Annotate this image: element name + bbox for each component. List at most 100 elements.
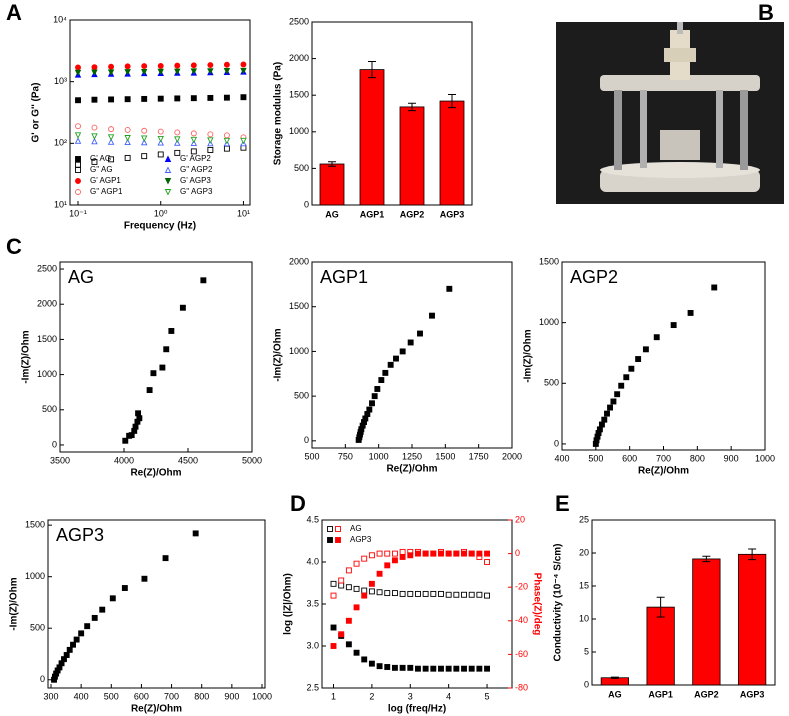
data-point bbox=[207, 147, 214, 153]
data-point bbox=[642, 346, 649, 353]
data-point bbox=[91, 96, 98, 103]
y-axis-label: -Im(Z)/Ohm bbox=[9, 577, 20, 630]
x-tick-label: 4500 bbox=[178, 455, 198, 465]
x-tick-label: 10⁰ bbox=[154, 208, 168, 218]
x-tick-label: 700 bbox=[656, 453, 671, 463]
x-tick-label: 1000 bbox=[755, 453, 775, 463]
data-point bbox=[422, 665, 429, 672]
data-point bbox=[136, 415, 143, 422]
data-point bbox=[108, 156, 115, 163]
data-point bbox=[368, 580, 375, 587]
data-point bbox=[345, 641, 352, 648]
device-photo bbox=[556, 22, 784, 204]
x-tick-label: 900 bbox=[724, 453, 739, 463]
data-point bbox=[174, 136, 181, 143]
plot-frame bbox=[311, 21, 473, 206]
error-bar bbox=[702, 555, 711, 563]
data-point bbox=[384, 550, 391, 557]
data-point bbox=[374, 386, 381, 392]
y-tick-label: 1500 bbox=[539, 256, 559, 266]
y-tick-label: 5 bbox=[584, 646, 589, 656]
data-point bbox=[614, 391, 621, 398]
x-tick-label: 500 bbox=[104, 691, 119, 701]
data-point bbox=[157, 62, 164, 69]
legend-marker bbox=[164, 178, 172, 185]
data-point bbox=[610, 398, 617, 405]
y-tick-label: 15 bbox=[579, 580, 589, 590]
data-point bbox=[453, 665, 460, 672]
error-bar bbox=[610, 676, 619, 679]
data-point bbox=[345, 567, 352, 574]
data-point bbox=[124, 69, 131, 76]
data-point bbox=[422, 550, 429, 557]
y-axis-label: -Im(Z)/Ohm bbox=[523, 329, 534, 382]
data-point bbox=[190, 148, 197, 155]
data-point bbox=[174, 62, 181, 69]
x-tick-label: AG bbox=[608, 689, 622, 699]
data-point bbox=[108, 63, 115, 70]
y-tick-label: 500 bbox=[42, 404, 57, 414]
bar bbox=[646, 606, 675, 686]
data-point bbox=[353, 560, 360, 567]
data-point bbox=[174, 129, 181, 136]
x-axis-label: Frequency (Hz) bbox=[124, 221, 196, 232]
y-tick-label: 2.5 bbox=[306, 682, 319, 692]
data-point bbox=[157, 139, 164, 146]
data-point bbox=[361, 592, 368, 599]
y-tick-label: 2000 bbox=[289, 256, 309, 266]
legend-marker bbox=[327, 526, 333, 532]
data-point bbox=[157, 128, 164, 135]
y2-tick-label: -40 bbox=[515, 615, 528, 625]
x-tick-label: 4 bbox=[446, 691, 451, 701]
x-tick-label: 2 bbox=[369, 691, 374, 701]
data-point bbox=[461, 550, 467, 557]
y-tick-label: 500 bbox=[544, 378, 559, 388]
data-point bbox=[391, 550, 398, 557]
y-tick-label: 0 bbox=[52, 439, 57, 449]
data-point bbox=[107, 138, 115, 145]
y-tick-label: 10³ bbox=[54, 76, 67, 86]
data-point bbox=[417, 330, 423, 337]
data-point bbox=[223, 137, 231, 145]
y-tick-label: 10² bbox=[54, 138, 67, 148]
x-tick-label: 700 bbox=[164, 691, 179, 701]
data-point bbox=[446, 285, 453, 292]
x-tick-label: AGP1 bbox=[648, 689, 673, 699]
data-point bbox=[468, 550, 475, 557]
legend-label: G'' AGP2 bbox=[180, 165, 213, 174]
data-point bbox=[109, 595, 116, 602]
legend-marker bbox=[335, 526, 341, 532]
y-tick-label: 1500 bbox=[25, 520, 45, 530]
y-tick-label: 0 bbox=[304, 435, 309, 445]
y-axis-label: G' or G'' (Pa) bbox=[31, 83, 42, 143]
legend-marker bbox=[75, 156, 81, 162]
data-point bbox=[207, 131, 214, 138]
data-point bbox=[190, 68, 198, 75]
data-point bbox=[141, 127, 148, 134]
data-point bbox=[91, 64, 98, 71]
y-tick-label: 3.5 bbox=[306, 598, 319, 608]
data-point bbox=[91, 158, 98, 165]
data-point bbox=[223, 132, 230, 139]
data-point bbox=[361, 555, 368, 562]
data-point bbox=[415, 550, 421, 557]
data-point bbox=[628, 365, 635, 372]
data-point bbox=[66, 646, 73, 653]
panel-label: B bbox=[758, 0, 774, 25]
legend-marker bbox=[164, 166, 172, 173]
data-point bbox=[368, 552, 375, 559]
data-point bbox=[174, 149, 181, 156]
panel-label: C bbox=[6, 234, 22, 259]
x-tick-label: 800 bbox=[194, 691, 209, 701]
data-point bbox=[604, 410, 610, 417]
error-bar bbox=[408, 102, 416, 112]
data-point bbox=[240, 94, 247, 101]
x-tick-label: 300 bbox=[43, 691, 58, 701]
data-point bbox=[207, 94, 214, 101]
data-point bbox=[162, 555, 169, 562]
y-axis-label: Storage modulus (Pa) bbox=[273, 62, 284, 165]
data-point bbox=[598, 421, 605, 428]
data-point bbox=[91, 133, 98, 140]
x-tick-label: 400 bbox=[554, 453, 569, 463]
data-point bbox=[438, 665, 444, 672]
